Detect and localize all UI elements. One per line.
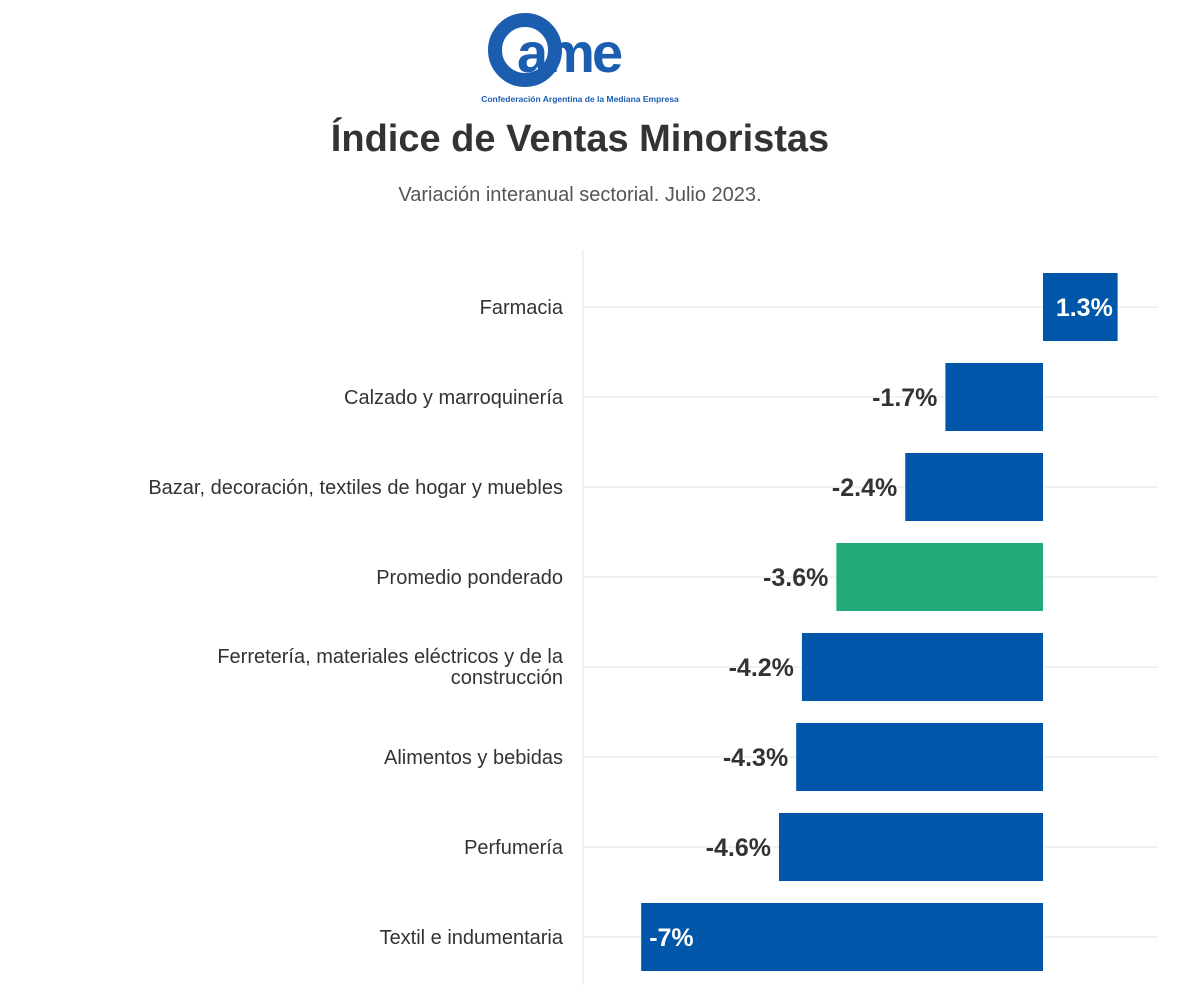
value-label: -2.4%: [832, 474, 897, 502]
bar: [801, 633, 1043, 701]
category-label: Farmacia: [480, 297, 564, 319]
category-label: Promedio ponderado: [376, 567, 563, 589]
category-label: Bazar, decoración, textiles de hogar y m…: [148, 477, 563, 499]
value-label: -4.2%: [729, 654, 794, 682]
svg-text:ame: ame: [517, 21, 622, 84]
bar: [1043, 273, 1118, 341]
bar: [905, 453, 1043, 521]
chart-title: Índice de Ventas Minoristas: [330, 118, 830, 160]
value-label: -4.3%: [723, 744, 788, 772]
category-label: Textil e indumentaria: [380, 927, 564, 949]
value-label: -7%: [649, 924, 693, 952]
bar: [641, 903, 1043, 971]
came-logo: ame Confederación Argentina de la Median…: [481, 13, 679, 104]
bar: [945, 363, 1043, 431]
value-label: -1.7%: [872, 384, 937, 412]
bar: [796, 723, 1043, 791]
value-label: -3.6%: [763, 564, 828, 592]
category-label: Alimentos y bebidas: [384, 747, 563, 769]
category-label: Perfumería: [464, 837, 564, 859]
svg-text:Confederación Argentina de la: Confederación Argentina de la Mediana Em…: [481, 94, 679, 104]
bar: [836, 543, 1043, 611]
bar: [778, 813, 1043, 881]
value-label: -4.6%: [706, 834, 771, 862]
category-label: Calzado y marroquinería: [344, 387, 564, 409]
value-label: 1.3%: [1056, 294, 1113, 322]
category-label: Ferretería, materiales eléctricos y de l…: [217, 646, 564, 689]
chart-subtitle: Variación interanual sectorial. Julio 20…: [398, 184, 762, 206]
